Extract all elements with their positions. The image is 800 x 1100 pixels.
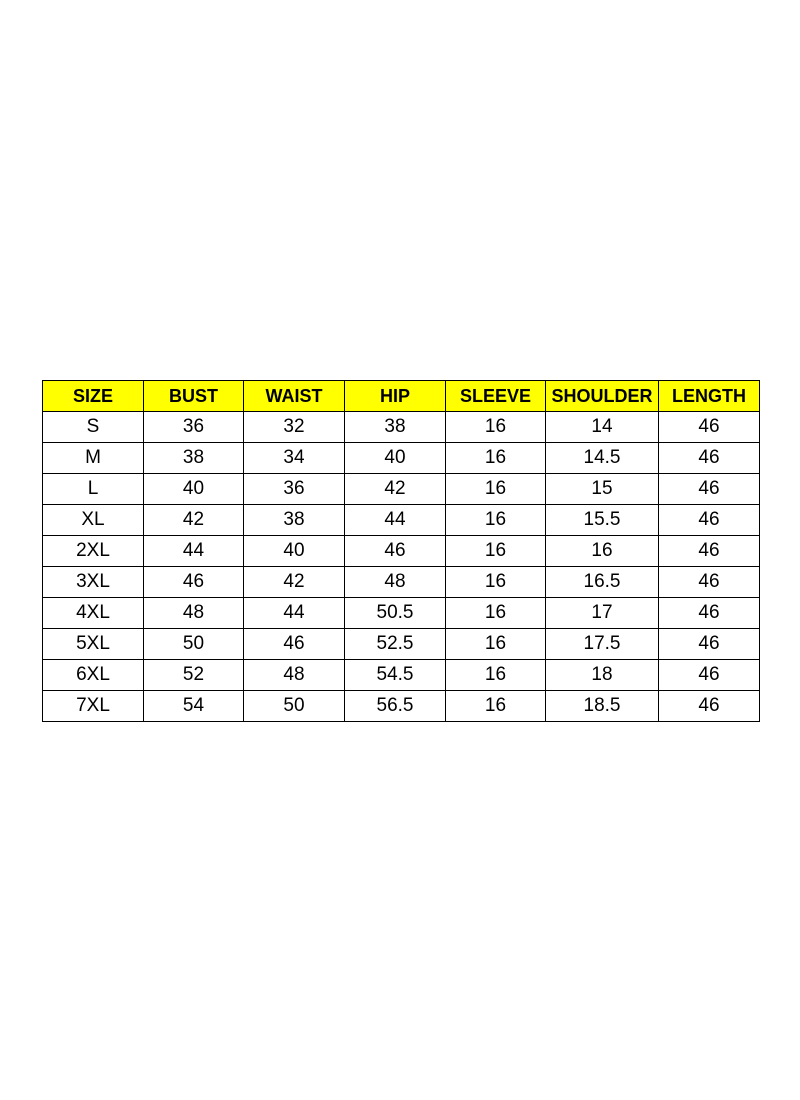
- table-row: S 36 32 38 16 14 46: [42, 411, 760, 443]
- cell-hip: 50.5: [344, 597, 446, 629]
- table-row: 4XL 48 44 50.5 16 17 46: [42, 597, 760, 629]
- cell-bust: 42: [143, 504, 244, 536]
- cell-size: S: [42, 411, 144, 443]
- column-header-length: LENGTH: [658, 380, 760, 412]
- cell-sleeve: 16: [445, 504, 546, 536]
- cell-length: 46: [658, 659, 760, 691]
- cell-hip: 40: [344, 442, 446, 474]
- cell-sleeve: 16: [445, 411, 546, 443]
- cell-length: 46: [658, 628, 760, 660]
- table-row: L 40 36 42 16 15 46: [42, 473, 760, 505]
- header-row: SIZE BUST WAIST HIP SLEEVE SHOULDER LENGTH: [42, 380, 760, 412]
- cell-sleeve: 16: [445, 690, 546, 722]
- cell-waist: 36: [243, 473, 345, 505]
- cell-length: 46: [658, 690, 760, 722]
- size-chart-table: SIZE BUST WAIST HIP SLEEVE SHOULDER LENGTH S 36…: [42, 380, 760, 722]
- cell-shoulder: 16.5: [545, 566, 659, 598]
- cell-size: 6XL: [42, 659, 144, 691]
- cell-length: 46: [658, 504, 760, 536]
- cell-waist: 48: [243, 659, 345, 691]
- cell-shoulder: 17: [545, 597, 659, 629]
- cell-waist: 38: [243, 504, 345, 536]
- table-row: 5XL 50 46 52.5 16 17.5 46: [42, 628, 760, 660]
- cell-waist: 50: [243, 690, 345, 722]
- cell-size: 5XL: [42, 628, 144, 660]
- cell-length: 46: [658, 411, 760, 443]
- cell-waist: 40: [243, 535, 345, 567]
- cell-hip: 48: [344, 566, 446, 598]
- cell-waist: 44: [243, 597, 345, 629]
- cell-size: XL: [42, 504, 144, 536]
- cell-bust: 54: [143, 690, 244, 722]
- cell-waist: 32: [243, 411, 345, 443]
- cell-shoulder: 18.5: [545, 690, 659, 722]
- table-row: 2XL 44 40 46 16 16 46: [42, 535, 760, 567]
- cell-sleeve: 16: [445, 566, 546, 598]
- column-header-sleeve: SLEEVE: [445, 380, 546, 412]
- cell-waist: 34: [243, 442, 345, 474]
- cell-sleeve: 16: [445, 473, 546, 505]
- column-header-size: SIZE: [42, 380, 144, 412]
- cell-length: 46: [658, 597, 760, 629]
- cell-sleeve: 16: [445, 659, 546, 691]
- cell-shoulder: 18: [545, 659, 659, 691]
- cell-sleeve: 16: [445, 597, 546, 629]
- cell-bust: 50: [143, 628, 244, 660]
- cell-hip: 42: [344, 473, 446, 505]
- table-row: 3XL 46 42 48 16 16.5 46: [42, 566, 760, 598]
- cell-hip: 44: [344, 504, 446, 536]
- cell-shoulder: 17.5: [545, 628, 659, 660]
- cell-size: 4XL: [42, 597, 144, 629]
- cell-bust: 52: [143, 659, 244, 691]
- cell-length: 46: [658, 535, 760, 567]
- cell-size: 2XL: [42, 535, 144, 567]
- cell-shoulder: 14: [545, 411, 659, 443]
- cell-length: 46: [658, 442, 760, 474]
- cell-length: 46: [658, 473, 760, 505]
- table-row: 6XL 52 48 54.5 16 18 46: [42, 659, 760, 691]
- cell-size: L: [42, 473, 144, 505]
- cell-hip: 46: [344, 535, 446, 567]
- column-header-hip: HIP: [344, 380, 446, 412]
- cell-shoulder: 14.5: [545, 442, 659, 474]
- cell-waist: 42: [243, 566, 345, 598]
- cell-sleeve: 16: [445, 535, 546, 567]
- cell-sleeve: 16: [445, 628, 546, 660]
- table-row: 7XL 54 50 56.5 16 18.5 46: [42, 690, 760, 722]
- cell-hip: 38: [344, 411, 446, 443]
- cell-waist: 46: [243, 628, 345, 660]
- cell-hip: 54.5: [344, 659, 446, 691]
- cell-shoulder: 15: [545, 473, 659, 505]
- cell-bust: 40: [143, 473, 244, 505]
- cell-bust: 38: [143, 442, 244, 474]
- cell-bust: 48: [143, 597, 244, 629]
- cell-size: 7XL: [42, 690, 144, 722]
- cell-bust: 44: [143, 535, 244, 567]
- cell-bust: 46: [143, 566, 244, 598]
- cell-shoulder: 16: [545, 535, 659, 567]
- cell-hip: 52.5: [344, 628, 446, 660]
- cell-shoulder: 15.5: [545, 504, 659, 536]
- column-header-shoulder: SHOULDER: [545, 380, 659, 412]
- cell-size: M: [42, 442, 144, 474]
- cell-hip: 56.5: [344, 690, 446, 722]
- column-header-bust: BUST: [143, 380, 244, 412]
- cell-size: 3XL: [42, 566, 144, 598]
- column-header-waist: WAIST: [243, 380, 345, 412]
- table-row: XL 42 38 44 16 15.5 46: [42, 504, 760, 536]
- cell-bust: 36: [143, 411, 244, 443]
- cell-sleeve: 16: [445, 442, 546, 474]
- cell-length: 46: [658, 566, 760, 598]
- table-row: M 38 34 40 16 14.5 46: [42, 442, 760, 474]
